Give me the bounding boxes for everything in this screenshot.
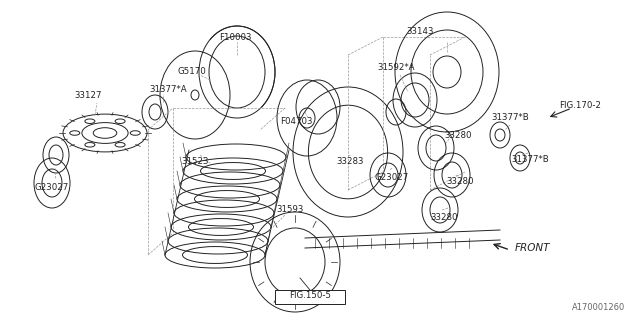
Text: FRONT: FRONT — [515, 243, 550, 253]
Text: A170001260: A170001260 — [572, 303, 625, 312]
Text: G23027: G23027 — [35, 183, 69, 193]
Text: G23027: G23027 — [375, 173, 409, 182]
Text: 31593: 31593 — [276, 205, 304, 214]
Text: 31592*A: 31592*A — [377, 63, 415, 73]
Text: 31523: 31523 — [181, 157, 209, 166]
Text: 31377*A: 31377*A — [149, 85, 187, 94]
Text: 33143: 33143 — [406, 28, 434, 36]
Text: FIG.150-5: FIG.150-5 — [289, 291, 331, 300]
Text: F04703: F04703 — [280, 117, 312, 126]
Text: 33280: 33280 — [446, 178, 474, 187]
Text: G5170: G5170 — [178, 68, 206, 76]
Text: F10003: F10003 — [219, 34, 252, 43]
Bar — [275, 290, 345, 304]
Text: 33127: 33127 — [74, 92, 102, 100]
Text: 33283: 33283 — [336, 157, 364, 166]
Text: 33280: 33280 — [444, 131, 472, 140]
Text: 31377*B: 31377*B — [491, 114, 529, 123]
Text: 31377*B: 31377*B — [511, 156, 549, 164]
Text: FIG.170-2: FIG.170-2 — [559, 100, 601, 109]
Text: 33280: 33280 — [430, 213, 458, 222]
